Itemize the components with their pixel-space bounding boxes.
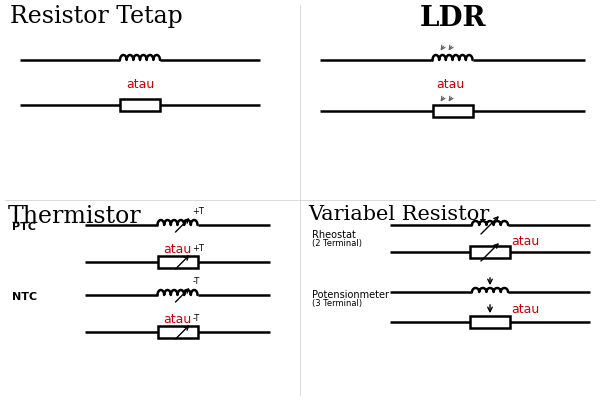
Text: LDR: LDR (420, 5, 487, 32)
Text: atau: atau (163, 243, 191, 256)
Text: atau: atau (126, 78, 154, 91)
Text: Thermistor: Thermistor (8, 205, 142, 228)
Text: (3 Terminal): (3 Terminal) (312, 299, 362, 308)
Text: atau: atau (163, 313, 191, 326)
Text: atau: atau (511, 235, 539, 248)
Text: -T: -T (193, 277, 200, 286)
Text: NTC: NTC (12, 292, 37, 302)
Text: atau: atau (511, 303, 539, 316)
Text: Potensionmeter: Potensionmeter (312, 290, 389, 300)
Text: PTC: PTC (12, 222, 36, 232)
Text: Variabel Resistor: Variabel Resistor (308, 205, 489, 224)
Text: atau: atau (436, 78, 464, 91)
Bar (120, 99, 160, 111)
Text: +T: +T (193, 207, 205, 216)
Bar (433, 105, 473, 117)
Text: -T: -T (193, 314, 200, 323)
Text: Resistor Tetap: Resistor Tetap (10, 5, 183, 28)
Bar (470, 316, 510, 328)
Bar (157, 256, 197, 268)
Text: Rheostat: Rheostat (312, 230, 356, 240)
Text: (2 Terminal): (2 Terminal) (312, 239, 362, 248)
Bar (470, 246, 510, 258)
Bar (157, 326, 197, 338)
Text: +T: +T (193, 244, 205, 253)
